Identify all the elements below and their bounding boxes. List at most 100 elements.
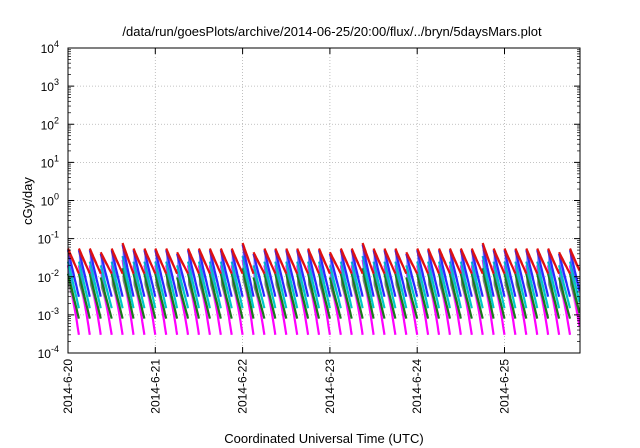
series-4-fill xyxy=(133,248,145,274)
series-3-fill xyxy=(482,244,494,297)
series-2-fill xyxy=(253,265,265,309)
series-1-cycle xyxy=(525,273,539,319)
series-3-fill xyxy=(340,250,352,297)
series-2-fill xyxy=(100,265,112,309)
series-3-fill xyxy=(275,250,287,297)
series-4-cycle xyxy=(568,248,581,272)
series-4-fill xyxy=(471,248,483,274)
series-4-fill xyxy=(209,248,221,274)
series-1-cycle xyxy=(77,273,91,319)
series-1-fill xyxy=(133,273,145,319)
series-2-fill xyxy=(340,261,352,309)
series-2-fill xyxy=(286,261,298,309)
series-1-fill xyxy=(264,273,276,319)
series-1-fill xyxy=(318,273,330,319)
series-1-fill xyxy=(526,273,538,319)
series-4-fill xyxy=(428,248,440,274)
series-1-fill xyxy=(209,273,221,319)
series-3-fill xyxy=(548,250,560,297)
series-1-cycle xyxy=(165,273,179,319)
series-1-fill xyxy=(177,277,189,319)
series-2-fill xyxy=(329,265,341,309)
series-3-fill xyxy=(417,250,429,297)
series-group xyxy=(66,242,581,335)
series-2-fill xyxy=(308,261,319,309)
series-3-fill xyxy=(231,250,243,297)
series-2-fill xyxy=(89,261,101,309)
series-3-fill xyxy=(68,250,79,297)
series-0-fill xyxy=(515,265,527,335)
series-3-fill xyxy=(188,250,199,297)
series-2-cycle xyxy=(525,261,539,309)
series-3-fill xyxy=(111,250,123,297)
series-2-cycle xyxy=(176,265,190,309)
series-4-cycle xyxy=(427,248,440,275)
series-1-fill xyxy=(515,273,527,319)
series-1-fill xyxy=(188,273,199,319)
series-3-fill xyxy=(439,250,450,297)
series-4-fill xyxy=(78,248,90,274)
series-3-fill xyxy=(89,250,101,297)
series-4-cycle xyxy=(350,248,364,275)
series-1-fill xyxy=(395,273,407,319)
series-4-fill xyxy=(569,248,580,274)
series-4-cycle xyxy=(165,248,179,275)
series-2-cycle xyxy=(361,255,375,309)
series-2-fill xyxy=(548,261,560,309)
series-2-cycle xyxy=(165,261,179,309)
series-3-fill xyxy=(569,250,580,297)
series-1-fill xyxy=(449,273,461,319)
series-1-fill xyxy=(362,268,374,319)
series-1-cycle xyxy=(252,277,266,319)
series-4-fill xyxy=(166,248,178,274)
series-4-cycle xyxy=(176,251,189,275)
series-2-fill xyxy=(439,261,450,309)
series-3-fill xyxy=(78,250,90,297)
series-3-fill xyxy=(198,250,210,297)
y-tick-label: 10-3 xyxy=(38,306,59,323)
series-3-fill xyxy=(242,244,254,297)
y-tick-label: 10-4 xyxy=(38,344,59,361)
series-1-fill xyxy=(253,277,265,319)
x-tick-label: 2014-6-20 xyxy=(61,359,75,414)
series-3-cycle xyxy=(99,253,113,297)
series-1-fill xyxy=(471,273,483,319)
series-3-fill xyxy=(373,250,385,297)
series-2-fill xyxy=(493,261,505,309)
series-1-fill xyxy=(559,277,570,319)
series-2-cycle xyxy=(514,261,528,309)
series-1-cycle xyxy=(427,273,441,319)
series-4-cycle xyxy=(88,248,102,275)
series-1-fill xyxy=(329,277,341,319)
series-2-fill xyxy=(297,261,309,309)
series-2-fill xyxy=(504,261,516,309)
series-1-fill xyxy=(78,273,90,319)
series-1-fill xyxy=(493,273,505,319)
series-4-cycle xyxy=(339,248,353,275)
series-2-cycle xyxy=(88,261,102,309)
series-3-fill xyxy=(122,244,134,297)
series-2-fill xyxy=(220,261,232,309)
series-2-cycle xyxy=(437,261,451,309)
series-2-fill xyxy=(460,261,472,309)
series-4-cycle xyxy=(77,248,91,275)
series-2-cycle xyxy=(252,265,266,309)
series-4-fill xyxy=(89,248,101,274)
series-4-fill xyxy=(144,248,156,274)
series-4-fill xyxy=(264,248,276,274)
series-4-fill xyxy=(395,248,407,274)
series-1-cycle xyxy=(88,273,102,319)
x-tick-label: 2014-6-24 xyxy=(410,359,424,414)
series-1-cycle xyxy=(437,273,451,319)
series-1-fill xyxy=(548,273,560,319)
series-2-fill xyxy=(384,261,396,309)
series-1-cycle xyxy=(350,273,364,319)
series-2-fill xyxy=(122,256,134,309)
series-1-fill xyxy=(242,268,254,319)
series-2-fill xyxy=(526,261,538,309)
series-1-fill xyxy=(100,277,112,319)
series-4-cycle xyxy=(263,248,277,275)
y-tick-label: 10-2 xyxy=(38,268,59,285)
y-tick-label: 102 xyxy=(41,115,59,132)
series-2-fill xyxy=(515,261,527,309)
